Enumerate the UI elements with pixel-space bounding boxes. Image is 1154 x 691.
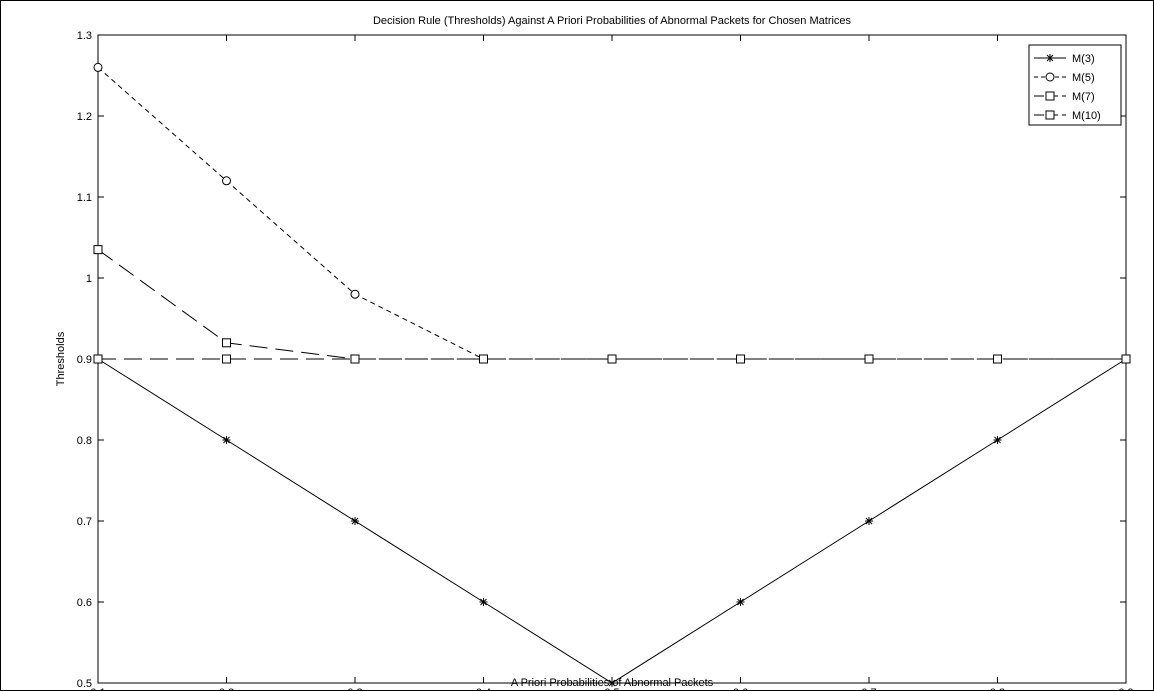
data-point-marker — [608, 679, 616, 687]
data-point-marker — [993, 354, 1002, 364]
y-tick-label: 0.5 — [77, 678, 92, 690]
legend-label: M(5) — [1072, 72, 1095, 84]
data-point-marker — [479, 598, 488, 606]
data-point-marker — [607, 354, 617, 364]
y-tick-label: 0.7 — [77, 516, 92, 528]
legend-marker — [1045, 110, 1055, 120]
y-tick-label: 1.2 — [77, 111, 92, 123]
data-point-marker — [736, 598, 745, 606]
x-tick-label: 0.8 — [990, 687, 1005, 691]
x-tick-label: 0.2 — [219, 687, 234, 691]
data-point-marker — [350, 289, 360, 299]
plot-area: 0.1 0.2 0.3 0.4 0.5 0.6 0.7 0.8 0.9 0.5 0.6 0.7 0.8… — [77, 30, 1134, 691]
data-point-marker — [736, 354, 745, 364]
data-point-marker — [93, 245, 103, 255]
y-tick-label: 1.3 — [77, 30, 92, 42]
x-tick-label: 0.3 — [347, 687, 362, 691]
data-point-marker — [93, 62, 103, 72]
data-point-marker — [479, 354, 488, 364]
series-layer — [93, 62, 1131, 687]
x-axis-label: A Priori Probabilities of Abnormal Packe… — [511, 677, 714, 689]
y-tick-label: 0.8 — [77, 435, 92, 447]
y-tick-label: 1.1 — [77, 192, 92, 204]
y-axis-label: Thresholds — [55, 331, 67, 386]
legend-marker — [1045, 72, 1055, 82]
x-tick-label: 0.4 — [476, 687, 491, 691]
chart-title: Decision Rule (Thresholds) Against A Pri… — [373, 15, 852, 27]
series-3 — [93, 354, 1131, 364]
legend-label: M(10) — [1072, 110, 1101, 122]
data-point-marker — [350, 354, 360, 364]
y-tick-label: 0.9 — [77, 354, 92, 366]
data-point-marker — [993, 436, 1002, 444]
legend-label: M(7) — [1072, 91, 1095, 103]
data-point-marker — [93, 354, 103, 364]
data-point-marker — [865, 517, 873, 525]
x-tick-label: 0.7 — [861, 687, 876, 691]
x-tick-label: 0.6 — [733, 687, 748, 691]
series-0 — [94, 355, 1130, 687]
data-point-marker — [351, 517, 359, 525]
data-point-marker — [222, 354, 231, 364]
data-point-marker — [222, 176, 231, 186]
legend-items: M(3) M(5) M(7) M(10) — [1034, 53, 1101, 122]
legend: M(3) M(5) M(7) M(10) — [1028, 44, 1122, 126]
data-point-marker — [1121, 354, 1131, 364]
legend-marker — [1045, 91, 1055, 101]
x-axis: 0.1 0.2 0.3 0.4 0.5 0.6 0.7 0.8 0.9 — [90, 35, 1134, 691]
data-point-marker — [222, 436, 231, 444]
y-axis: 0.5 0.6 0.7 0.8 0.9 1 1.1 1.2 1.3 — [77, 30, 1126, 690]
x-tick-label: 0.5 — [604, 687, 619, 691]
data-point-marker — [222, 338, 231, 348]
series-line — [97, 249, 1126, 360]
x-tick-label: 0.1 — [90, 687, 105, 691]
x-tick-label: 0.9 — [1118, 687, 1133, 691]
y-tick-label: 0.6 — [77, 597, 92, 609]
legend-label: M(3) — [1072, 53, 1095, 65]
y-tick-label: 1 — [86, 273, 92, 285]
legend-marker — [1046, 54, 1054, 62]
data-point-marker — [864, 354, 874, 364]
